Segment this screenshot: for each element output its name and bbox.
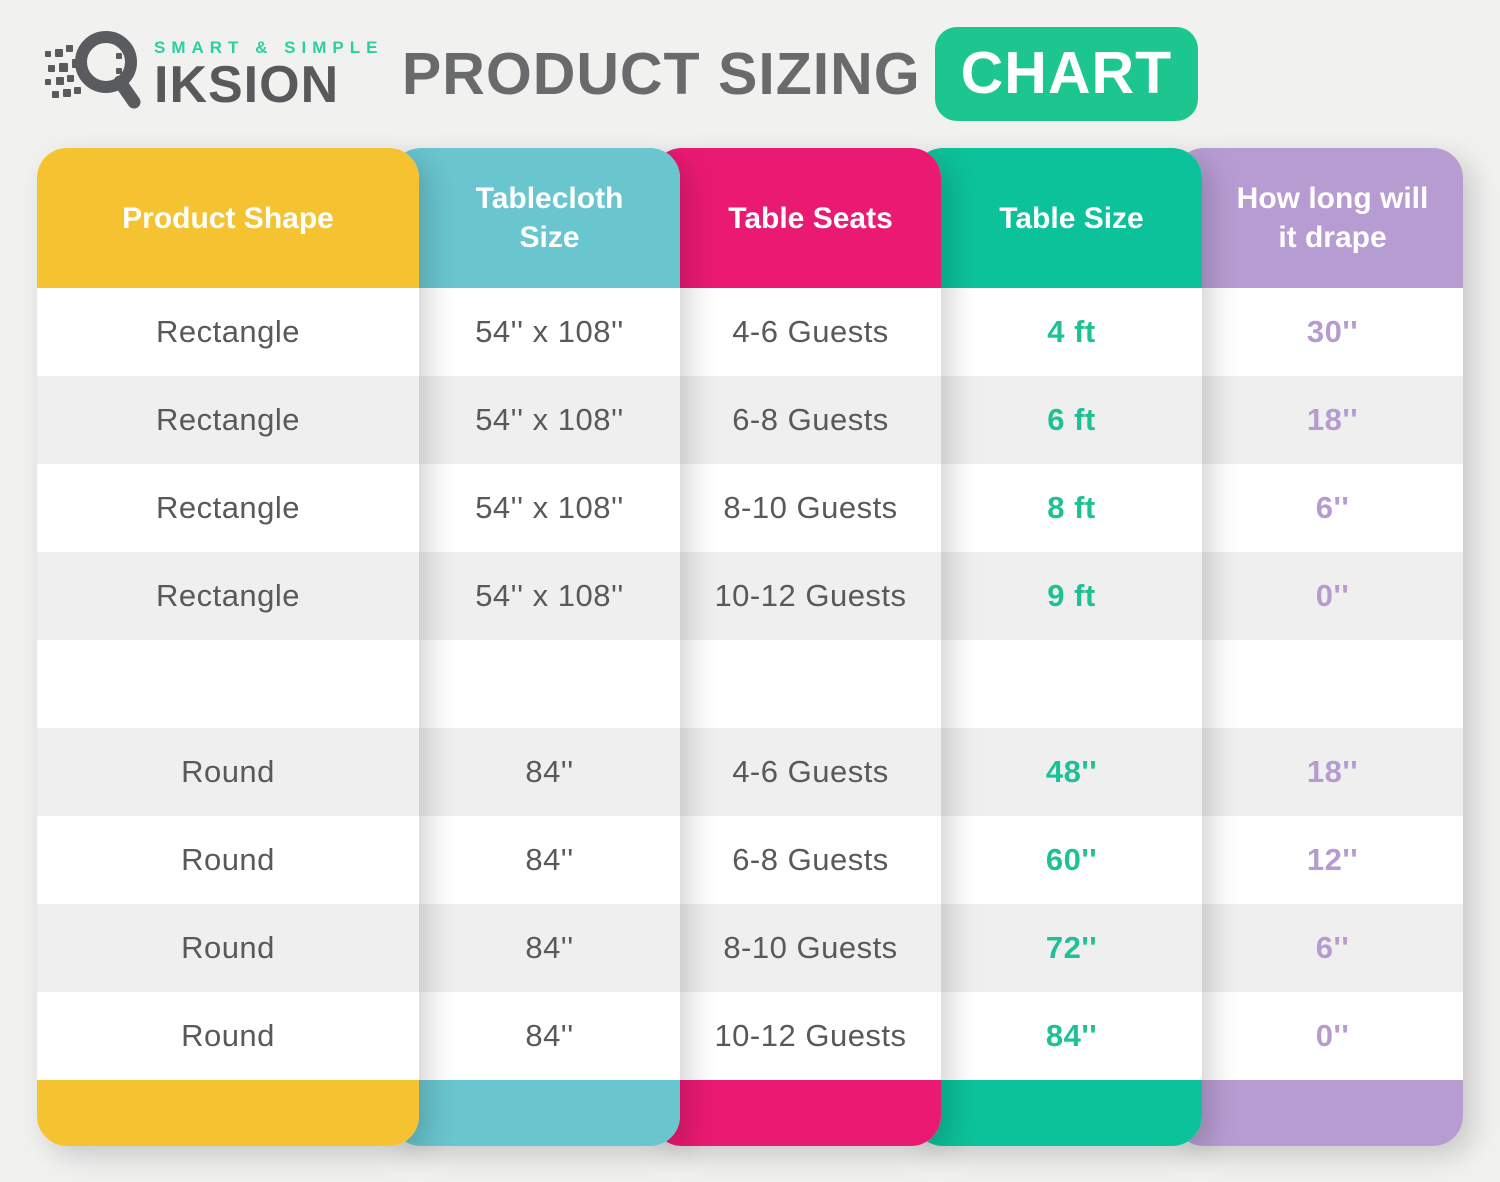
table-cell: 0'' xyxy=(1315,1018,1350,1053)
table-cell: Rectangle xyxy=(155,314,301,349)
page-title-highlight-chip: CHART xyxy=(934,27,1199,121)
column-header-tablecloth-size: Tablecloth Size xyxy=(391,148,680,288)
column-card-table-size: Table Size 4 ft 6 ft 8 ft 9 ft 48'' 60'' 72'' 84… xyxy=(913,148,1202,1146)
table-cell: 4-6 Guests xyxy=(732,314,889,349)
column-footer-how-long-will-it-drape xyxy=(1174,1080,1463,1146)
table-cell: Rectangle xyxy=(155,490,301,525)
column-footer-product-shape xyxy=(37,1080,419,1146)
table-cell: 54'' x 108'' xyxy=(391,376,680,464)
column-header-label: How long will it drape xyxy=(1236,182,1429,254)
table-cell: Round xyxy=(181,1018,275,1053)
table-cell: 54'' x 108'' xyxy=(391,552,680,640)
column-header-product-shape: Product Shape xyxy=(37,148,419,288)
column-footer-table-size xyxy=(913,1080,1202,1146)
column-header-table-seats: Table Seats xyxy=(652,148,941,288)
column-header-label: Tablecloth Size xyxy=(475,182,624,254)
table-cell: 6-8 Guests xyxy=(732,842,889,877)
table-cell: Round xyxy=(181,842,275,877)
table-cell-empty xyxy=(1174,640,1463,728)
table-cell: 48'' xyxy=(913,728,1202,816)
table-cell: Round xyxy=(37,728,419,816)
table-cell-empty xyxy=(37,640,419,728)
table-cell: 12'' xyxy=(1306,842,1359,877)
table-cell: 54'' x 108'' xyxy=(475,314,624,349)
sizing-table: Product Shape Rectangle Rectangle Rectangle… xyxy=(37,148,1463,1146)
brand-logo: SMART & SIMPLE IKSION xyxy=(44,24,383,114)
table-cell: 84'' xyxy=(525,1018,574,1053)
page-title: PRODUCT SIZING CHART xyxy=(0,0,1500,148)
table-cell: 84'' xyxy=(1045,1018,1098,1053)
table-cell: 4-6 Guests xyxy=(652,728,941,816)
column-header-label: Table Size xyxy=(999,201,1144,235)
column-header-how-long-will-it-drape: How long will it drape xyxy=(1174,148,1463,288)
column-footer-tablecloth-size xyxy=(391,1080,680,1146)
table-cell: 84'' xyxy=(391,904,680,992)
table-cell: 84'' xyxy=(391,728,680,816)
table-cell: 8-10 Guests xyxy=(652,904,941,992)
table-cell: 30'' xyxy=(1306,314,1359,349)
table-cell-empty xyxy=(652,640,941,728)
table-cell: Round xyxy=(37,904,419,992)
table-cell: 10-12 Guests xyxy=(714,1018,907,1053)
table-cell: 6'' xyxy=(1174,904,1463,992)
page-title-prefix: PRODUCT SIZING xyxy=(401,41,921,107)
table-cell: Rectangle xyxy=(37,552,419,640)
table-cell: 6'' xyxy=(1315,490,1350,525)
column-header-label: Product Shape xyxy=(122,201,334,235)
table-cell: 72'' xyxy=(913,904,1202,992)
table-cell-empty xyxy=(391,640,680,728)
brand-name: IKSION xyxy=(154,56,340,114)
column-card-table-seats: Table Seats 4-6 Guests 6-8 Guests 8-10 Gues… xyxy=(652,148,941,1146)
table-cell: 9 ft xyxy=(913,552,1202,640)
table-cell: 18'' xyxy=(1174,376,1463,464)
table-cell: 4 ft xyxy=(1047,314,1096,349)
table-cell: 84'' xyxy=(525,842,574,877)
column-header-label: Table Seats xyxy=(728,201,893,235)
table-cell-empty xyxy=(913,640,1202,728)
table-cell: 6 ft xyxy=(913,376,1202,464)
top-bar: SMART & SIMPLE IKSION PRODUCT SIZING CHA… xyxy=(0,0,1500,148)
brand-tagline: SMART & SIMPLE xyxy=(154,38,384,57)
table-cell: 54'' x 108'' xyxy=(475,490,624,525)
column-footer-table-seats xyxy=(652,1080,941,1146)
qiksion-q-speed-icon xyxy=(45,31,141,109)
column-card-product-shape: Product Shape Rectangle Rectangle Rectangle… xyxy=(37,148,419,1146)
table-cell: 8 ft xyxy=(1047,490,1096,525)
table-cell: 10-12 Guests xyxy=(652,552,941,640)
table-cell: 8-10 Guests xyxy=(723,490,898,525)
table-cell: 60'' xyxy=(1045,842,1098,877)
column-card-tablecloth-size: Tablecloth Size 54'' x 108'' 54'' x 108'' 5… xyxy=(391,148,680,1146)
table-cell: 6-8 Guests xyxy=(652,376,941,464)
column-header-table-size: Table Size xyxy=(913,148,1202,288)
column-card-how-long-will-it-drape: How long will it drape 30'' 18'' 6'' 0'' 18''… xyxy=(1174,148,1463,1146)
table-cell: 0'' xyxy=(1174,552,1463,640)
brand-text: SMART & SIMPLE IKSION xyxy=(154,38,383,113)
table-cell: 18'' xyxy=(1174,728,1463,816)
table-cell: Rectangle xyxy=(37,376,419,464)
